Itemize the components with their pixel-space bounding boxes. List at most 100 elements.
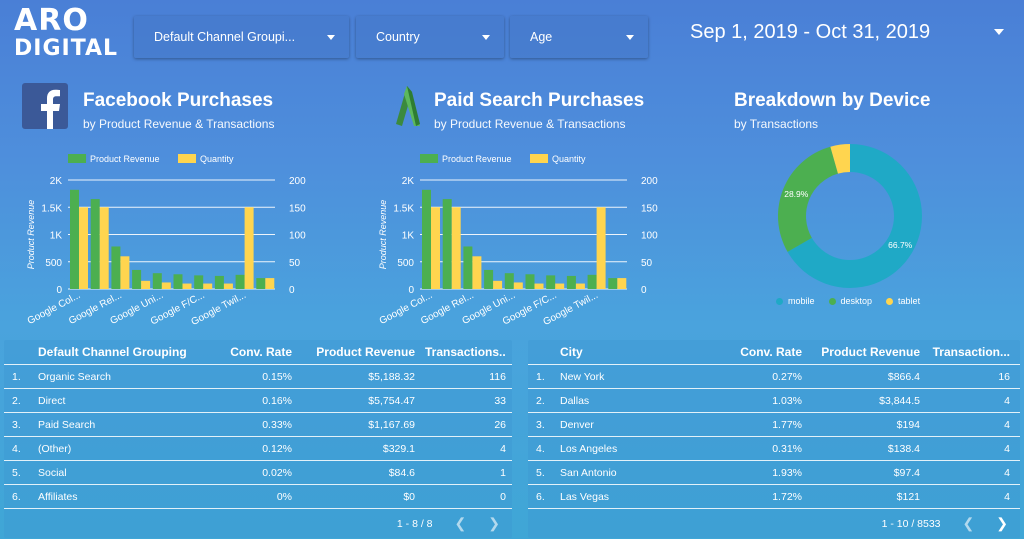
bar-quantity[interactable]: [555, 283, 565, 289]
row-product-revenue: $0: [403, 490, 415, 503]
column-header-channel[interactable]: Default Channel Grouping: [38, 345, 187, 359]
date-range-picker[interactable]: Sep 1, 2019 - Oct 31, 2019: [690, 18, 1010, 46]
bar-quantity[interactable]: [203, 283, 213, 289]
bar-quantity[interactable]: [493, 280, 503, 289]
chevron-right-icon[interactable]: ❯: [488, 515, 500, 531]
bar-product-revenue[interactable]: [463, 246, 473, 289]
chevron-left-icon[interactable]: ❮: [454, 515, 467, 531]
column-header-conv-rate[interactable]: Conv. Rate: [740, 345, 802, 359]
city-table-pager: 1 - 10 / 8533 ❮ ❯: [882, 515, 1008, 532]
row-number: 4.: [12, 442, 21, 455]
age-filter[interactable]: Age: [510, 16, 648, 58]
bar-quantity[interactable]: [617, 278, 627, 289]
table-row[interactable]: 1. New York 0.27% $866.4 16: [528, 365, 1020, 389]
slice-mobile[interactable]: [787, 144, 922, 288]
bar-quantity[interactable]: [79, 207, 88, 289]
y-axis-label: Product Revenue: [378, 200, 388, 270]
device-chart-title: Breakdown by Device: [734, 90, 931, 111]
bar-quantity[interactable]: [534, 283, 544, 289]
table-row[interactable]: 3. Paid Search 0.33% $1,167.69 26: [4, 413, 512, 437]
y-tick-left: 2K: [402, 176, 415, 187]
bar-product-revenue[interactable]: [235, 274, 245, 289]
bar-quantity[interactable]: [596, 207, 606, 289]
column-header-product-revenue[interactable]: Product Revenue: [316, 345, 415, 359]
column-header-conv-rate[interactable]: Conv. Rate: [230, 345, 292, 359]
bar-product-revenue[interactable]: [442, 199, 452, 289]
bar-product-revenue[interactable]: [173, 274, 183, 289]
legend-item-tablet: tablet: [886, 296, 920, 306]
slice-desktop[interactable]: [778, 146, 838, 252]
bar-product-revenue[interactable]: [608, 278, 618, 289]
table-row[interactable]: 5. San Antonio 1.93% $97.4 4: [528, 461, 1020, 485]
bar-quantity[interactable]: [451, 207, 461, 289]
logo-line-2: DIGITAL: [14, 36, 119, 61]
date-range-text: Sep 1, 2019 - Oct 31, 2019: [690, 20, 931, 43]
bar-quantity[interactable]: [244, 207, 254, 289]
y-tick-right: 200: [289, 176, 306, 187]
row-conv-rate: 0%: [276, 490, 292, 503]
bar-quantity[interactable]: [182, 283, 192, 289]
y-tick-right: 150: [641, 203, 658, 214]
bar-product-revenue[interactable]: [111, 246, 121, 289]
bar-quantity[interactable]: [513, 282, 523, 289]
bar-product-revenue[interactable]: [132, 269, 142, 289]
bar-product-revenue[interactable]: [214, 275, 224, 289]
bar-product-revenue[interactable]: [152, 273, 162, 289]
table-row[interactable]: 4. (Other) 0.12% $329.1 4: [4, 437, 512, 461]
bar-quantity[interactable]: [265, 278, 275, 289]
legend-label: Product Revenue: [442, 154, 512, 164]
bar-quantity[interactable]: [431, 207, 440, 289]
bar-quantity[interactable]: [99, 207, 109, 289]
y-tick-right: 100: [289, 231, 306, 242]
column-header-transactions[interactable]: Transaction...: [932, 345, 1010, 359]
table-row[interactable]: 2. Dallas 1.03% $3,844.5 4: [528, 389, 1020, 413]
logo-line-1: ARO: [14, 3, 89, 38]
row-name: San Antonio: [560, 466, 617, 479]
chevron-right-icon[interactable]: ❯: [996, 515, 1008, 531]
bar-product-revenue[interactable]: [566, 275, 576, 289]
bar-quantity[interactable]: [120, 256, 130, 289]
channel-grouping-filter[interactable]: Default Channel Groupi...: [134, 16, 349, 58]
city-table-header: City Conv. Rate Product Revenue Transact…: [528, 340, 1020, 365]
chevron-left-icon[interactable]: ❮: [962, 515, 975, 531]
y-tick-left: 1.5K: [41, 203, 62, 214]
legend-dot-icon: [828, 297, 836, 305]
bar-quantity[interactable]: [161, 282, 171, 289]
column-header-transactions[interactable]: Transactions...: [425, 345, 506, 359]
table-row[interactable]: 6. Las Vegas 1.72% $121 4: [528, 485, 1020, 509]
y-tick-right: 0: [289, 285, 295, 296]
y-tick-left: 2K: [50, 176, 63, 187]
y-tick-right: 100: [641, 231, 658, 242]
table-row[interactable]: 5. Social 0.02% $84.6 1: [4, 461, 512, 485]
google-ads-icon: [396, 86, 420, 126]
bar-quantity[interactable]: [141, 280, 151, 289]
bar-product-revenue[interactable]: [525, 274, 535, 289]
bar-quantity[interactable]: [472, 256, 482, 289]
bar-product-revenue[interactable]: [546, 275, 556, 289]
bar-quantity[interactable]: [575, 283, 585, 289]
row-transactions: 4: [1004, 490, 1010, 503]
slice-tablet[interactable]: [830, 144, 850, 174]
table-row[interactable]: 2. Direct 0.16% $5,754.47 33: [4, 389, 512, 413]
bar-product-revenue[interactable]: [256, 278, 266, 289]
bar-product-revenue[interactable]: [504, 273, 514, 289]
table-row[interactable]: 4. Los Angeles 0.31% $138.4 4: [528, 437, 1020, 461]
table-row[interactable]: 3. Denver 1.77% $194 4: [528, 413, 1020, 437]
row-number: 1.: [536, 370, 545, 383]
column-header-product-revenue[interactable]: Product Revenue: [821, 345, 920, 359]
bar-quantity[interactable]: [223, 283, 233, 289]
column-header-city[interactable]: City: [560, 345, 583, 359]
bar-product-revenue[interactable]: [422, 189, 431, 289]
row-transactions: 4: [1004, 394, 1010, 407]
bar-product-revenue[interactable]: [90, 199, 100, 289]
bar-product-revenue[interactable]: [484, 269, 494, 289]
country-filter[interactable]: Country: [356, 16, 504, 58]
bar-product-revenue[interactable]: [587, 274, 597, 289]
bar-product-revenue[interactable]: [194, 275, 204, 289]
device-legend: mobile desktop tablet: [776, 296, 920, 306]
table-row[interactable]: 1. Organic Search 0.15% $5,188.32 116: [4, 365, 512, 389]
table-row[interactable]: 6. Affiliates 0% $0 0: [4, 485, 512, 509]
row-number: 2.: [12, 394, 21, 407]
bar-product-revenue[interactable]: [70, 189, 79, 289]
y-tick-left: 1.5K: [393, 203, 414, 214]
